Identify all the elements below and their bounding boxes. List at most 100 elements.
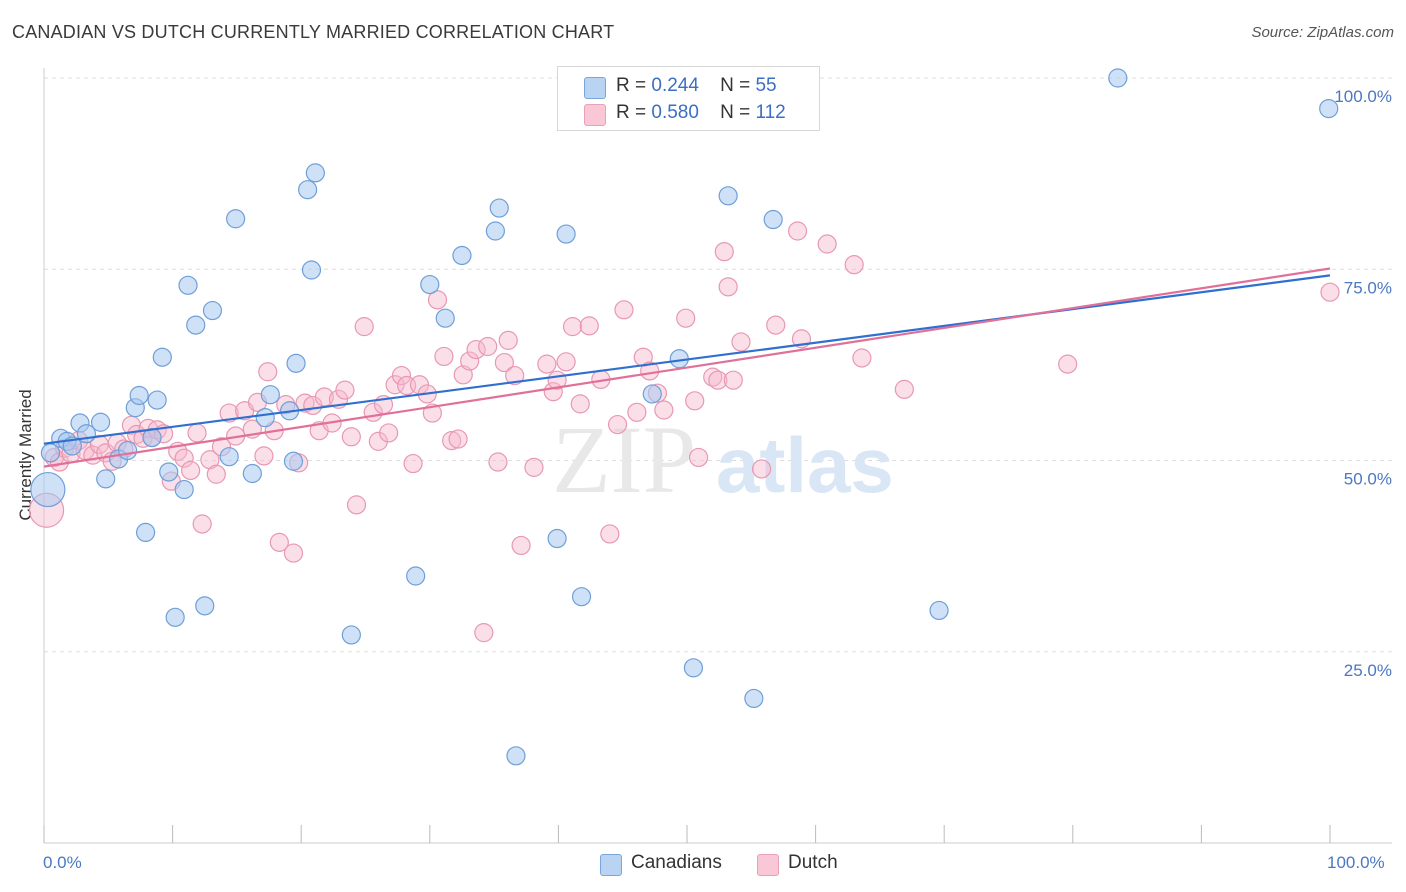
canadians-point [117,440,138,461]
dutch-point [1320,282,1340,302]
dutch-point [817,234,837,254]
dutch-point [708,370,728,390]
bottom-legend-label-canadians: Canadians [631,852,722,873]
canadians-point [135,522,156,543]
canadians-point [129,385,149,406]
dutch-point [787,221,808,241]
dutch-point [524,457,544,477]
source-label: Source: ZipAtlas.com [1251,24,1394,41]
dutch-point [448,429,468,449]
canadians-point [159,462,179,482]
x-tick-label-max: 100.0% [1327,853,1385,872]
y-tick-label-25: 25.0% [1344,661,1392,680]
y-tick-label-50: 50.0% [1344,470,1392,489]
canadians-point [341,625,361,645]
canadians-point [506,746,526,766]
dutch-point [654,400,674,420]
dutch-point [354,317,374,337]
dutch-point [723,370,743,390]
dutch-point [676,308,696,328]
dutch-point [391,365,412,386]
canadians-point [195,596,215,616]
dutch-point [844,255,864,275]
canadians-point [929,600,949,621]
correlation-legend: R = 0.244 N = 55 R = 0.580 N = 112 [557,66,820,131]
dutch-point [688,447,709,468]
dutch-point [442,431,462,451]
canadians-point [485,221,505,241]
dutch-point [174,448,194,468]
canadians-point [260,385,280,405]
y-tick-labels: 25.0% 50.0% 75.0% 100.0% [1334,87,1392,680]
dutch-point [181,460,201,481]
dutch-point [187,423,207,443]
bottom-legend-swatch-dutch [757,854,779,876]
canadians-point [744,688,764,709]
canadians-point [556,224,576,244]
watermark-zip: ZIP [552,406,696,513]
dutch-point [1058,354,1078,374]
canadians-point [283,451,304,471]
dutch-point [295,393,315,413]
dutch-point [192,514,212,534]
canadians-point [255,408,275,428]
dutch-point [403,453,423,474]
canadians-point [286,353,306,373]
canadians-point [301,260,322,280]
canadians-point [174,479,194,500]
canadians-trend-line [43,274,1331,445]
dutch-point [474,623,494,643]
canadians-point [298,180,318,200]
dutch-point [466,339,486,360]
canadians-point [452,245,472,266]
canadians-point [763,209,783,230]
canadians-point [420,274,440,295]
trend-lines [43,267,1331,468]
dutch-point [614,300,634,320]
dutch-point [714,242,734,262]
canadians-point [186,315,206,335]
canadians-point [642,384,662,404]
dutch-point [600,524,620,544]
dutch-point [894,379,914,399]
dutch-point [478,336,498,357]
dutch-point [852,348,872,368]
dutch-point [607,414,628,435]
dutch-point [579,316,599,336]
bottom-legend-label-dutch: Dutch [788,852,838,873]
dutch-point [731,332,751,352]
y-tick-label-100: 100.0% [1334,87,1392,106]
x-tick-label-min: 0.0% [43,853,82,872]
chart-title: CANADIAN VS DUTCH CURRENTLY MARRIED CORR… [12,22,615,42]
dutch-point [703,367,723,387]
canadians-point [96,469,116,489]
dutch-point [751,459,772,479]
dutch-point [427,290,448,310]
canadians-point [219,447,239,467]
grid-layer [44,77,1392,653]
canadians-point [30,471,66,508]
dutch-point [562,317,583,337]
dutch-point [488,452,508,472]
canadians-point [305,163,325,183]
dutch-point [685,391,705,411]
canadians-point [152,347,172,367]
canadians-point [571,587,592,607]
canadians-point [90,412,111,432]
canadians-point [202,300,223,321]
dutch-point [505,365,525,386]
canadians-point [718,186,738,206]
canadians-point [242,463,262,484]
dutch-point [460,351,480,371]
canadians-point [683,658,704,678]
dutch-point [341,427,361,447]
dutch-point [346,495,367,515]
dutch-points [28,221,1340,643]
dutch-point [379,423,399,443]
dutch-point [335,380,355,400]
dutch-point [627,402,647,422]
dutch-point [258,362,278,382]
canadians-point [1319,98,1339,119]
legend-text-canadians: R = 0.244 N = 55 [616,75,777,96]
